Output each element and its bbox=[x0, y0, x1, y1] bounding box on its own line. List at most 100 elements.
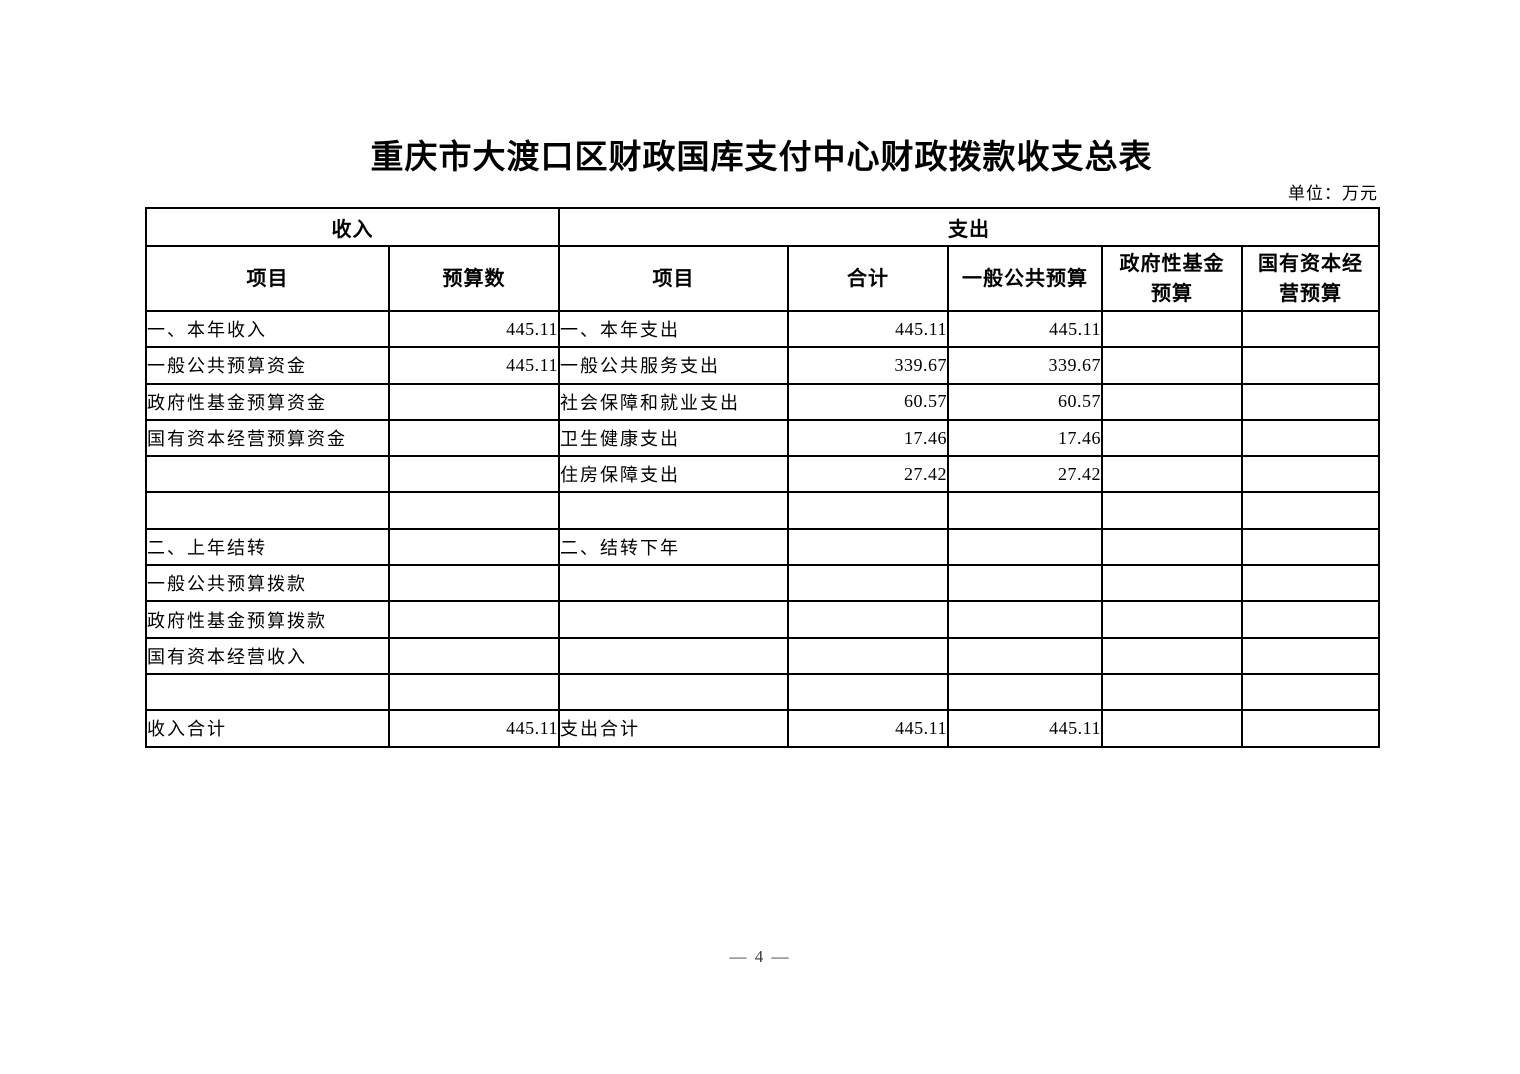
cell-gov-fund-budget bbox=[1101, 309, 1243, 349]
cell-state-capital-budget bbox=[1240, 346, 1381, 385]
table-row: 一般公共预算拨款 bbox=[145, 564, 1381, 603]
cell-state-capital-budget bbox=[1240, 491, 1381, 530]
table-row bbox=[145, 491, 1381, 530]
cell-state-capital-budget bbox=[1240, 636, 1381, 675]
cell-gov-fund-budget bbox=[1101, 672, 1243, 712]
cell-expenditure-item: 卫生健康支出 bbox=[558, 418, 789, 458]
table-row: 国有资本经营预算资金 卫生健康支出 17.46 17.46 bbox=[145, 418, 1381, 458]
cell-expenditure-item: 一般公共服务支出 bbox=[558, 346, 789, 385]
cell-income-budget bbox=[388, 382, 560, 421]
cell-income-item: 一、本年收入 bbox=[145, 309, 390, 349]
cell-general-public-budget bbox=[947, 491, 1103, 530]
cell-income-item: 二、上年结转 bbox=[145, 527, 390, 567]
table-row: 住房保障支出 27.42 27.42 bbox=[145, 455, 1381, 494]
cell-expenditure-total bbox=[787, 672, 949, 712]
cell-expenditure-total: 445.11 bbox=[787, 309, 949, 349]
table-row: 一般公共预算资金 445.11 一般公共服务支出 339.67 339.67 bbox=[145, 346, 1381, 385]
cell-expenditure-total bbox=[787, 600, 949, 639]
column-header-general-public-budget: 一般公共预算 bbox=[947, 245, 1103, 312]
cell-gov-fund-budget bbox=[1101, 455, 1243, 494]
cell-state-capital-budget bbox=[1240, 418, 1381, 458]
budget-summary-table: 收入 支出 项目 预算数 项目 合计 一般公共预算 政府性基金 预算 国有资本经… bbox=[145, 207, 1381, 748]
cell-income-item: 国有资本经营收入 bbox=[145, 636, 390, 675]
cell-expenditure-total: 17.46 bbox=[787, 418, 949, 458]
cell-general-public-budget: 445.11 bbox=[947, 709, 1103, 748]
unit-label: 单位：万元 bbox=[1288, 184, 1378, 203]
cell-general-public-budget: 339.67 bbox=[947, 346, 1103, 385]
cell-state-capital-budget bbox=[1240, 382, 1381, 421]
cell-income-item: 政府性基金预算资金 bbox=[145, 382, 390, 421]
table-row: 政府性基金预算资金 社会保障和就业支出 60.57 60.57 bbox=[145, 382, 1381, 421]
income-group-header: 收入 bbox=[145, 207, 560, 247]
group-header-row: 收入 支出 bbox=[145, 207, 1381, 247]
cell-gov-fund-budget bbox=[1101, 600, 1243, 639]
cell-income-budget bbox=[388, 672, 560, 712]
cell-gov-fund-budget bbox=[1101, 527, 1243, 567]
cell-income-budget bbox=[388, 418, 560, 458]
cell-income-item: 收入合计 bbox=[145, 709, 390, 748]
table-row: 二、上年结转 二、结转下年 bbox=[145, 527, 1381, 567]
expenditure-group-header: 支出 bbox=[557, 207, 1381, 247]
cell-income-item bbox=[145, 672, 390, 712]
column-header-income-item: 项目 bbox=[145, 245, 390, 312]
cell-general-public-budget: 17.46 bbox=[947, 418, 1103, 458]
cell-income-budget bbox=[388, 600, 560, 639]
cell-income-budget bbox=[388, 455, 560, 494]
cell-income-budget bbox=[388, 564, 560, 603]
cell-income-item bbox=[145, 455, 390, 494]
cell-income-budget bbox=[388, 527, 560, 567]
cell-income-budget: 445.11 bbox=[388, 346, 560, 385]
cell-general-public-budget: 27.42 bbox=[947, 455, 1103, 494]
cell-expenditure-item: 住房保障支出 bbox=[558, 455, 789, 494]
cell-gov-fund-budget bbox=[1101, 418, 1243, 458]
cell-income-budget: 445.11 bbox=[388, 709, 560, 748]
column-header-gov-fund-budget: 政府性基金 预算 bbox=[1101, 245, 1243, 312]
cell-general-public-budget bbox=[947, 636, 1103, 675]
column-header-state-capital-budget: 国有资本经 营预算 bbox=[1240, 245, 1381, 312]
table-row: 国有资本经营收入 bbox=[145, 636, 1381, 675]
cell-expenditure-total bbox=[787, 527, 949, 567]
cell-general-public-budget bbox=[947, 672, 1103, 712]
cell-state-capital-budget bbox=[1240, 600, 1381, 639]
cell-expenditure-item: 一、本年支出 bbox=[558, 309, 789, 349]
cell-expenditure-item bbox=[558, 600, 789, 639]
table-row: 收入合计 445.11 支出合计 445.11 445.11 bbox=[145, 709, 1381, 748]
cell-expenditure-total bbox=[787, 636, 949, 675]
cell-expenditure-item bbox=[558, 672, 789, 712]
page-title: 重庆市大渡口区财政国库支付中心财政拨款收支总表 bbox=[370, 140, 1153, 176]
cell-expenditure-item: 社会保障和就业支出 bbox=[558, 382, 789, 421]
cell-expenditure-total: 27.42 bbox=[787, 455, 949, 494]
column-header-row: 项目 预算数 项目 合计 一般公共预算 政府性基金 预算 国有资本经 营预算 bbox=[145, 245, 1381, 312]
cell-expenditure-item: 支出合计 bbox=[558, 709, 789, 748]
cell-state-capital-budget bbox=[1240, 309, 1381, 349]
cell-expenditure-item: 二、结转下年 bbox=[558, 527, 789, 567]
cell-income-budget bbox=[388, 636, 560, 675]
cell-income-budget bbox=[388, 491, 560, 530]
cell-gov-fund-budget bbox=[1101, 636, 1243, 675]
cell-gov-fund-budget bbox=[1101, 709, 1243, 748]
cell-expenditure-item bbox=[558, 636, 789, 675]
cell-state-capital-budget bbox=[1240, 672, 1381, 712]
cell-general-public-budget: 445.11 bbox=[947, 309, 1103, 349]
cell-general-public-budget bbox=[947, 564, 1103, 603]
cell-gov-fund-budget bbox=[1101, 346, 1243, 385]
cell-income-item: 国有资本经营预算资金 bbox=[145, 418, 390, 458]
cell-expenditure-total: 339.67 bbox=[787, 346, 949, 385]
cell-state-capital-budget bbox=[1240, 709, 1381, 748]
cell-income-item: 一般公共预算资金 bbox=[145, 346, 390, 385]
column-header-expenditure-item: 项目 bbox=[558, 245, 789, 312]
cell-income-item bbox=[145, 491, 390, 530]
column-header-income-budget: 预算数 bbox=[388, 245, 560, 312]
table-row: 政府性基金预算拨款 bbox=[145, 600, 1381, 639]
cell-general-public-budget bbox=[947, 527, 1103, 567]
cell-state-capital-budget bbox=[1240, 455, 1381, 494]
cell-expenditure-total bbox=[787, 491, 949, 530]
cell-general-public-budget: 60.57 bbox=[947, 382, 1103, 421]
cell-income-item: 一般公共预算拨款 bbox=[145, 564, 390, 603]
cell-expenditure-item bbox=[558, 564, 789, 603]
cell-general-public-budget bbox=[947, 600, 1103, 639]
cell-expenditure-item bbox=[558, 491, 789, 530]
cell-income-item: 政府性基金预算拨款 bbox=[145, 600, 390, 639]
table-row: 一、本年收入 445.11 一、本年支出 445.11 445.11 bbox=[145, 309, 1381, 349]
